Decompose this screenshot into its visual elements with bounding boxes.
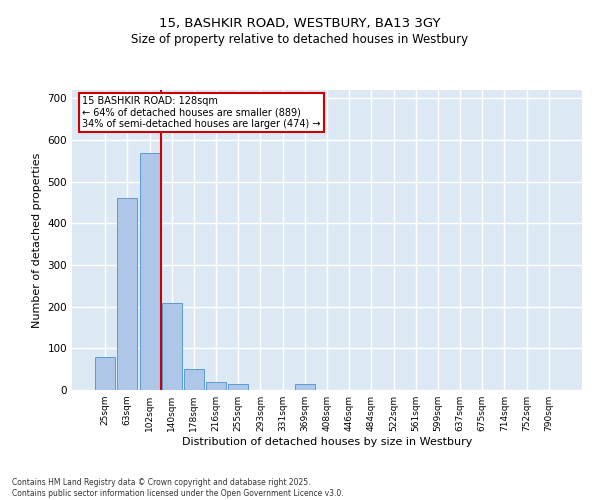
Text: Size of property relative to detached houses in Westbury: Size of property relative to detached ho… xyxy=(131,32,469,46)
Bar xyxy=(118,198,137,390)
X-axis label: Distribution of detached houses by size in Westbury: Distribution of detached houses by size … xyxy=(182,437,472,447)
Bar xyxy=(140,152,160,390)
Bar xyxy=(162,302,182,390)
Y-axis label: Number of detached properties: Number of detached properties xyxy=(32,152,42,328)
Bar xyxy=(295,384,315,390)
Bar xyxy=(206,382,226,390)
Text: Contains HM Land Registry data © Crown copyright and database right 2025.
Contai: Contains HM Land Registry data © Crown c… xyxy=(12,478,344,498)
Text: 15, BASHKIR ROAD, WESTBURY, BA13 3GY: 15, BASHKIR ROAD, WESTBURY, BA13 3GY xyxy=(159,18,441,30)
Bar xyxy=(228,384,248,390)
Bar xyxy=(95,356,115,390)
Bar xyxy=(184,369,204,390)
Text: 15 BASHKIR ROAD: 128sqm
← 64% of detached houses are smaller (889)
34% of semi-d: 15 BASHKIR ROAD: 128sqm ← 64% of detache… xyxy=(82,96,320,129)
